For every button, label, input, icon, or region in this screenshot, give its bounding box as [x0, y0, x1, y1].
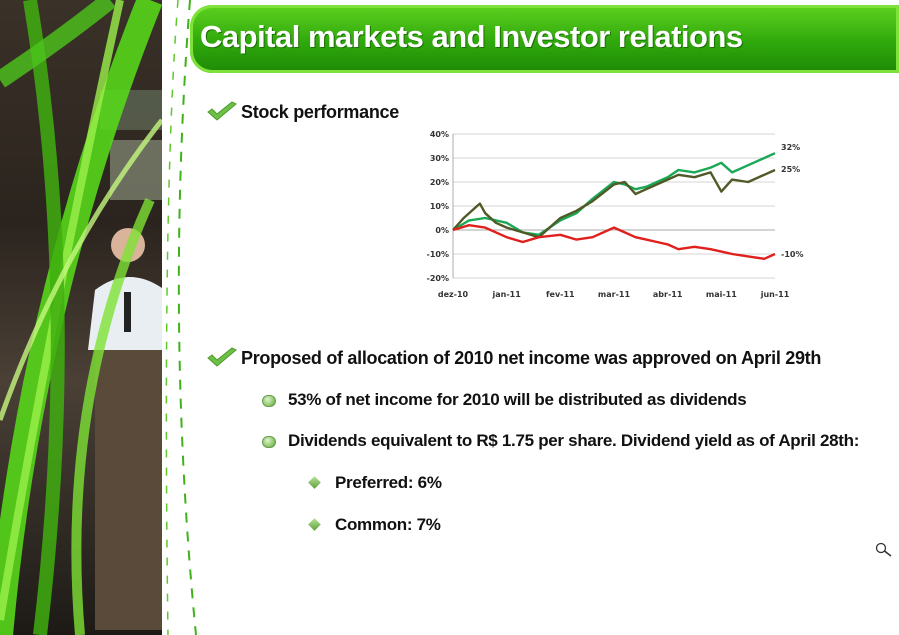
magnifier-icon[interactable] [875, 542, 893, 558]
y-tick-label: 20% [430, 178, 449, 187]
series-end-label: 25% [781, 165, 800, 174]
check-icon [207, 101, 237, 121]
section-heading-allocation: Proposed of allocation of 2010 net incom… [241, 348, 822, 368]
stock-performance-chart: 40% 30% 20% 10% 0% -10% -20% dez-10 jan-11 fev-11… [427, 130, 804, 299]
diamond-bullet-icon [308, 476, 321, 489]
y-tick-label: 40% [430, 130, 449, 139]
x-tick-label: abr-11 [653, 290, 683, 299]
sub-bullet-preferred: Preferred: 6% [335, 473, 442, 492]
y-tick-label: -20% [427, 274, 449, 283]
y-tick-label: 30% [430, 154, 449, 163]
check-icon [207, 347, 237, 367]
title-banner [190, 5, 899, 73]
y-tick-label: -10% [427, 250, 449, 259]
x-tick-label: dez-10 [438, 290, 469, 299]
decorative-photo [0, 0, 162, 635]
y-tick-label: 10% [430, 202, 449, 211]
series-line-1 [452, 168, 776, 239]
page-title: Capital markets and Investor relations [200, 19, 743, 54]
bullet-icon [262, 395, 276, 407]
decorative-dashed-lines [165, 0, 197, 635]
bullet-text-dividends-share: 53% of net income for 2010 will be distr… [288, 390, 747, 409]
series-line-2 [452, 223, 776, 261]
x-tick-label: jun-11 [760, 290, 790, 299]
diamond-bullet-icon [308, 518, 321, 531]
bullet-text-dividend-yield: Dividends equivalent to R$ 1.75 per shar… [288, 431, 860, 450]
series-end-label: -10% [781, 250, 803, 259]
series-line-0 [452, 152, 776, 237]
y-tick-label: 0% [435, 226, 449, 235]
x-tick-label: jan-11 [492, 290, 522, 299]
sub-bullet-common: Common: 7% [335, 515, 441, 534]
bullet-icon [262, 436, 276, 448]
x-tick-label: mar-11 [598, 290, 631, 299]
section-heading-stock: Stock performance [241, 102, 399, 122]
x-tick-label: fev-11 [546, 290, 575, 299]
series-end-label: 32% [781, 143, 800, 152]
x-tick-label: mai-11 [706, 290, 737, 299]
